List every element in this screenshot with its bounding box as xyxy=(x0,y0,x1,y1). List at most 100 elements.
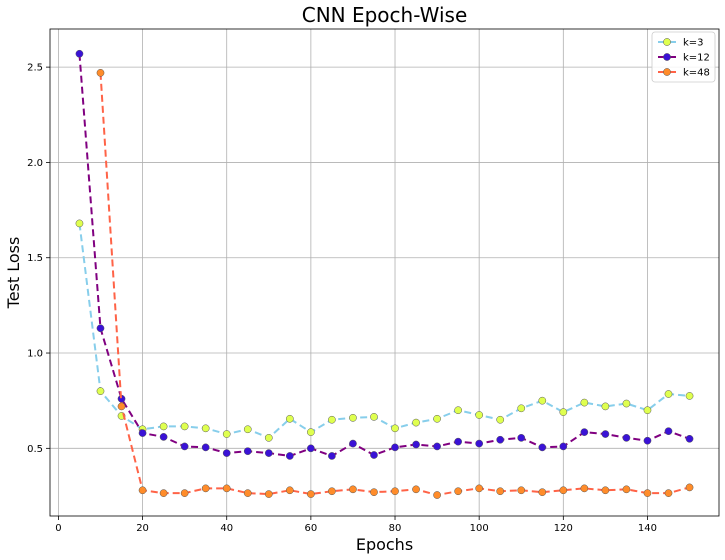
y-tick-label-4: 2.5 xyxy=(27,63,43,74)
data-point-k=12-3 xyxy=(138,429,147,437)
data-point-k=48-4 xyxy=(180,489,189,497)
legend-item-k=12: k=12 xyxy=(658,53,710,64)
legend-marker-k=48 xyxy=(663,68,671,76)
data-point-k=48-23 xyxy=(580,484,589,493)
data-point-k=48-8 xyxy=(264,490,273,498)
data-point-k=48-13 xyxy=(370,488,378,497)
data-point-k=48-14 xyxy=(391,487,399,496)
x-tick-label-2: 40 xyxy=(220,523,233,534)
data-point-k=12-17 xyxy=(433,442,441,451)
data-point-k=48-21 xyxy=(538,488,547,497)
data-point-k=48-22 xyxy=(559,486,568,495)
data-point-k=3-13 xyxy=(349,413,357,422)
y-tick-label-3: 2.0 xyxy=(27,158,43,169)
data-point-k=48-20 xyxy=(517,486,526,495)
data-point-k=12-25 xyxy=(601,430,610,438)
data-point-k=3-21 xyxy=(517,404,526,413)
data-point-k=3-19 xyxy=(475,411,484,419)
data-point-k=3-5 xyxy=(180,422,189,431)
data-point-k=48-5 xyxy=(201,484,210,493)
x-tick-label-0: 0 xyxy=(55,523,61,534)
data-point-k=3-20 xyxy=(496,415,505,424)
data-point-k=48-9 xyxy=(285,486,294,495)
data-point-k=48-1 xyxy=(117,402,126,411)
legend: k=3 k=12 k=48 xyxy=(651,31,716,83)
legend-item-k=3: k=3 xyxy=(658,38,704,49)
data-point-k=48-15 xyxy=(412,485,420,494)
chart-title: CNN Epoch-Wise xyxy=(302,3,468,27)
data-point-k=3-7 xyxy=(222,430,231,438)
data-point-k=12-1 xyxy=(96,324,105,333)
data-point-k=3-27 xyxy=(643,406,652,415)
data-point-k=12-14 xyxy=(370,451,378,459)
data-point-k=12-0 xyxy=(75,49,84,58)
data-point-k=48-27 xyxy=(664,489,673,497)
data-point-k=3-22 xyxy=(538,396,547,405)
data-point-k=12-11 xyxy=(307,444,315,453)
data-point-k=48-3 xyxy=(159,489,168,497)
series-layer xyxy=(75,49,694,499)
data-point-k=12-22 xyxy=(538,443,547,452)
legend-marker-k=3 xyxy=(663,38,671,46)
data-point-k=12-28 xyxy=(664,427,673,436)
data-point-k=12-24 xyxy=(580,428,589,436)
data-point-k=48-19 xyxy=(496,487,505,496)
data-point-k=12-4 xyxy=(159,433,168,441)
data-point-k=48-16 xyxy=(433,491,441,499)
legend-label-k=3: k=3 xyxy=(683,38,704,49)
x-tick-label-1: 20 xyxy=(136,523,149,534)
legend-marker-k=12 xyxy=(663,53,671,61)
data-point-k=12-9 xyxy=(264,449,273,457)
data-point-k=12-12 xyxy=(328,452,336,460)
data-point-k=3-17 xyxy=(433,414,441,423)
data-point-k=3-28 xyxy=(664,390,673,398)
x-tick-label-3: 60 xyxy=(305,523,318,534)
data-point-k=12-20 xyxy=(496,435,505,444)
data-point-k=12-29 xyxy=(685,434,694,443)
data-point-k=3-9 xyxy=(264,434,273,442)
data-point-k=48-10 xyxy=(307,490,315,498)
data-point-k=48-25 xyxy=(622,485,631,494)
x-tick-label-7: 140 xyxy=(638,523,657,534)
legend-label-k=48: k=48 xyxy=(683,68,710,79)
series-k=12 xyxy=(75,49,694,460)
data-point-k=3-24 xyxy=(580,398,589,407)
data-point-k=12-10 xyxy=(285,452,294,460)
data-point-k=3-0 xyxy=(75,219,84,228)
data-point-k=48-24 xyxy=(601,486,610,495)
data-point-k=3-29 xyxy=(685,392,694,400)
legend-item-k=48: k=48 xyxy=(658,68,710,79)
data-point-k=48-6 xyxy=(222,484,231,493)
data-point-k=12-15 xyxy=(391,443,399,452)
data-point-k=3-4 xyxy=(159,422,168,431)
x-tick-label-6: 120 xyxy=(554,523,573,534)
data-point-k=12-18 xyxy=(454,437,462,446)
series-line-k=12 xyxy=(78,53,690,458)
grid xyxy=(50,29,719,516)
x-tick-label-5: 100 xyxy=(470,523,489,534)
series-k=48 xyxy=(96,68,694,499)
data-point-k=3-26 xyxy=(622,399,631,408)
data-point-k=48-28 xyxy=(685,483,694,492)
data-point-k=48-2 xyxy=(138,486,147,495)
data-point-k=3-18 xyxy=(454,406,462,415)
data-point-k=12-27 xyxy=(643,436,652,445)
data-point-k=3-25 xyxy=(601,402,610,411)
data-point-k=48-12 xyxy=(349,485,357,494)
data-point-k=12-21 xyxy=(517,434,526,442)
data-point-k=12-19 xyxy=(475,439,484,448)
data-point-k=48-18 xyxy=(475,484,484,493)
data-point-k=48-11 xyxy=(328,487,336,496)
data-point-k=48-7 xyxy=(243,489,252,497)
y-axis-label: Test Loss xyxy=(4,237,23,310)
x-axis-label: Epochs xyxy=(356,535,413,554)
data-point-k=3-1 xyxy=(96,387,105,396)
data-point-k=12-5 xyxy=(180,442,189,451)
data-point-k=12-23 xyxy=(559,442,568,451)
y-tick-label-1: 1.0 xyxy=(27,349,43,360)
plot-area-frame xyxy=(49,28,720,517)
data-point-k=12-26 xyxy=(622,434,631,442)
